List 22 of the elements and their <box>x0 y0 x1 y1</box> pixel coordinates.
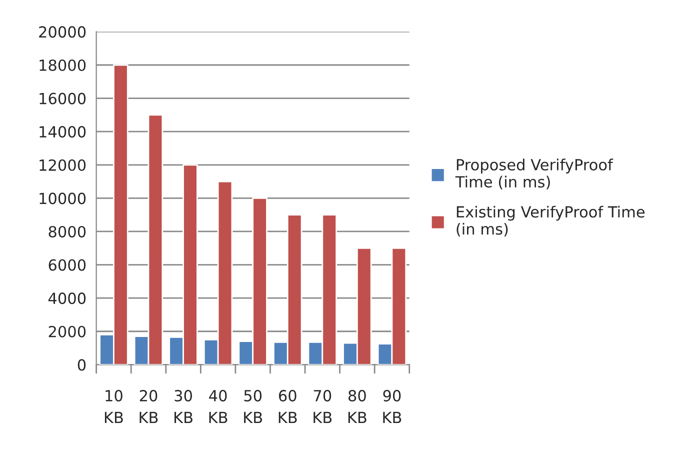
y-tick-label: 8000 <box>48 226 86 238</box>
legend-label: Proposed VerifyProof Time (in ms) <box>455 158 614 190</box>
x-tick-label: 90 KB <box>383 390 402 424</box>
y-tick-label: 12000 <box>40 159 86 171</box>
y-tick-label: 4000 <box>48 292 86 304</box>
y-tick-label: 2000 <box>48 326 86 338</box>
x-tick-label: 20 KB <box>140 390 158 424</box>
legend-label: Existing VerifyProof Time (in ms) <box>456 206 645 237</box>
y-tick-label: 20000 <box>39 26 86 38</box>
y-tick-label: 14000 <box>40 126 86 138</box>
y-tick-label: 16000 <box>40 92 86 104</box>
y-tick-label: 10000 <box>40 192 86 204</box>
x-tick-label: 10 KB <box>104 390 123 424</box>
x-tick-label: 60 KB <box>278 390 297 424</box>
x-tick-label: 80 KB <box>348 390 366 424</box>
x-tick-label: 70 KB <box>314 390 332 424</box>
x-tick-label: 30 KB <box>174 390 192 424</box>
x-tick-label: 50 KB <box>244 390 262 424</box>
y-tick-label: 18000 <box>40 59 86 72</box>
y-tick-label: 6000 <box>48 259 86 271</box>
y-tick-label: 0 <box>78 359 86 371</box>
x-tick-label: 40 KB <box>209 390 228 424</box>
